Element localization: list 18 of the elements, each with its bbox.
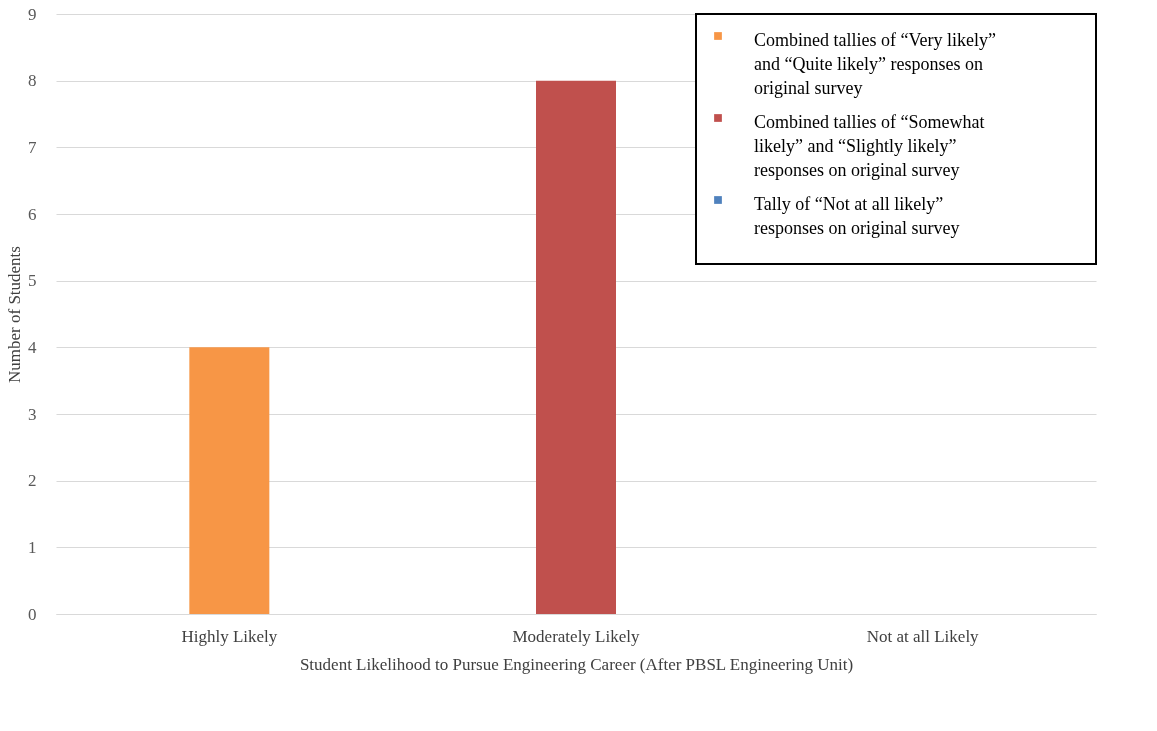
y-tick-label: 9 [28,4,37,24]
y-tick-label: 6 [28,204,37,224]
y-tick-label: 2 [28,471,37,491]
y-tick-label: 7 [28,137,37,157]
y-tick-label: 4 [28,337,37,357]
y-tick-label: 3 [28,404,37,424]
legend-label: Tally of “Not at all likely” responses on original survey [754,194,960,238]
legend-label: Combined tallies of “Very likely” and “Quite likely” responses on original survey [754,30,996,98]
x-tick-label: Highly Likely [181,626,278,646]
x-axis-title: Student Likelihood to Pursue Engineering Career (After PBSL Engineering Unit) [299,654,854,674]
legend-label: Combined tallies of “Somewhat likely” and “Slightly likely” responses on original survey [754,112,985,180]
y-tick-label: 0 [28,604,37,624]
y-tick-label: 8 [28,71,37,91]
x-tick-label: Not at all Likely [866,626,980,646]
y-tick-label: 5 [28,271,37,291]
y-axis-title: Number of Students [5,246,24,383]
y-tick-label: 1 [28,537,37,557]
x-tick-label: Moderately Likely [512,626,640,646]
